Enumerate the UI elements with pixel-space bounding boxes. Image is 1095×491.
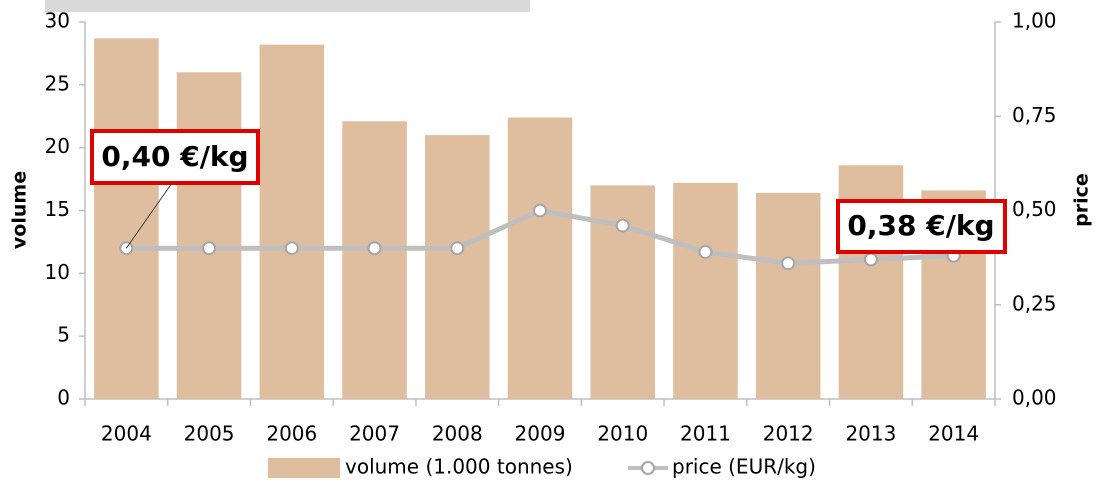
bar — [259, 44, 325, 400]
price-marker — [533, 203, 547, 218]
price-marker — [284, 241, 299, 256]
legend-label: volume (1.000 tonnes) — [345, 455, 573, 479]
annotation: 0,40 €/kg — [101, 140, 248, 173]
bar — [342, 121, 407, 399]
x-tick-label: 2005 — [184, 422, 235, 446]
header-bar — [45, 0, 530, 12]
bar — [425, 135, 490, 399]
bar — [590, 185, 655, 399]
price-marker — [781, 256, 796, 271]
y-tick-label: 25 — [45, 71, 70, 95]
price-marker — [863, 252, 878, 267]
bar — [94, 38, 159, 399]
annotation-box — [836, 199, 1007, 254]
y-tick-label: 30 — [45, 9, 70, 33]
x-tick-label: 2012 — [763, 422, 814, 446]
x-tick-label: 2008 — [432, 422, 483, 446]
bar — [507, 117, 573, 400]
y2-tick-label: 0,00 — [1012, 386, 1057, 410]
price-marker — [367, 241, 382, 256]
bar — [755, 192, 821, 399]
x-tick-label: 2006 — [266, 422, 317, 446]
price-marker — [698, 244, 713, 259]
legend-label: price (EUR/kg) — [672, 455, 816, 479]
y-tick-label: 15 — [45, 197, 70, 221]
x-tick-label: 2004 — [101, 422, 152, 446]
y2-axis-title: price — [1071, 173, 1093, 227]
y2-tick-label: 0,75 — [1012, 103, 1057, 127]
y2-tick-label: 0,50 — [1012, 197, 1057, 221]
x-tick-label: 2011 — [680, 422, 731, 446]
x-tick-label: 2010 — [597, 422, 648, 446]
annotation: 0,38 €/kg — [847, 209, 994, 242]
bar — [673, 182, 738, 399]
legend-marker — [641, 461, 655, 475]
annotation-leader — [125, 182, 173, 249]
annotation-box — [90, 129, 260, 185]
y-tick-label: 10 — [45, 260, 70, 284]
y2-tick-label: 1,00 — [1012, 9, 1057, 33]
x-tick-label: 2014 — [928, 422, 979, 446]
x-tick-label: 2007 — [349, 422, 400, 446]
y-tick-label: 20 — [45, 134, 70, 158]
y-tick-label: 5 — [57, 323, 70, 347]
y-axis-title: volume — [9, 171, 31, 249]
x-tick-label: 2013 — [845, 422, 896, 446]
x-tick-label: 2009 — [515, 422, 566, 446]
legend-swatch — [268, 458, 340, 478]
y-tick-label: 0 — [57, 386, 70, 410]
price-marker — [202, 241, 217, 256]
bar — [176, 72, 242, 400]
price-marker — [450, 241, 465, 256]
y2-tick-label: 0,25 — [1012, 291, 1057, 315]
price-marker — [615, 218, 630, 233]
